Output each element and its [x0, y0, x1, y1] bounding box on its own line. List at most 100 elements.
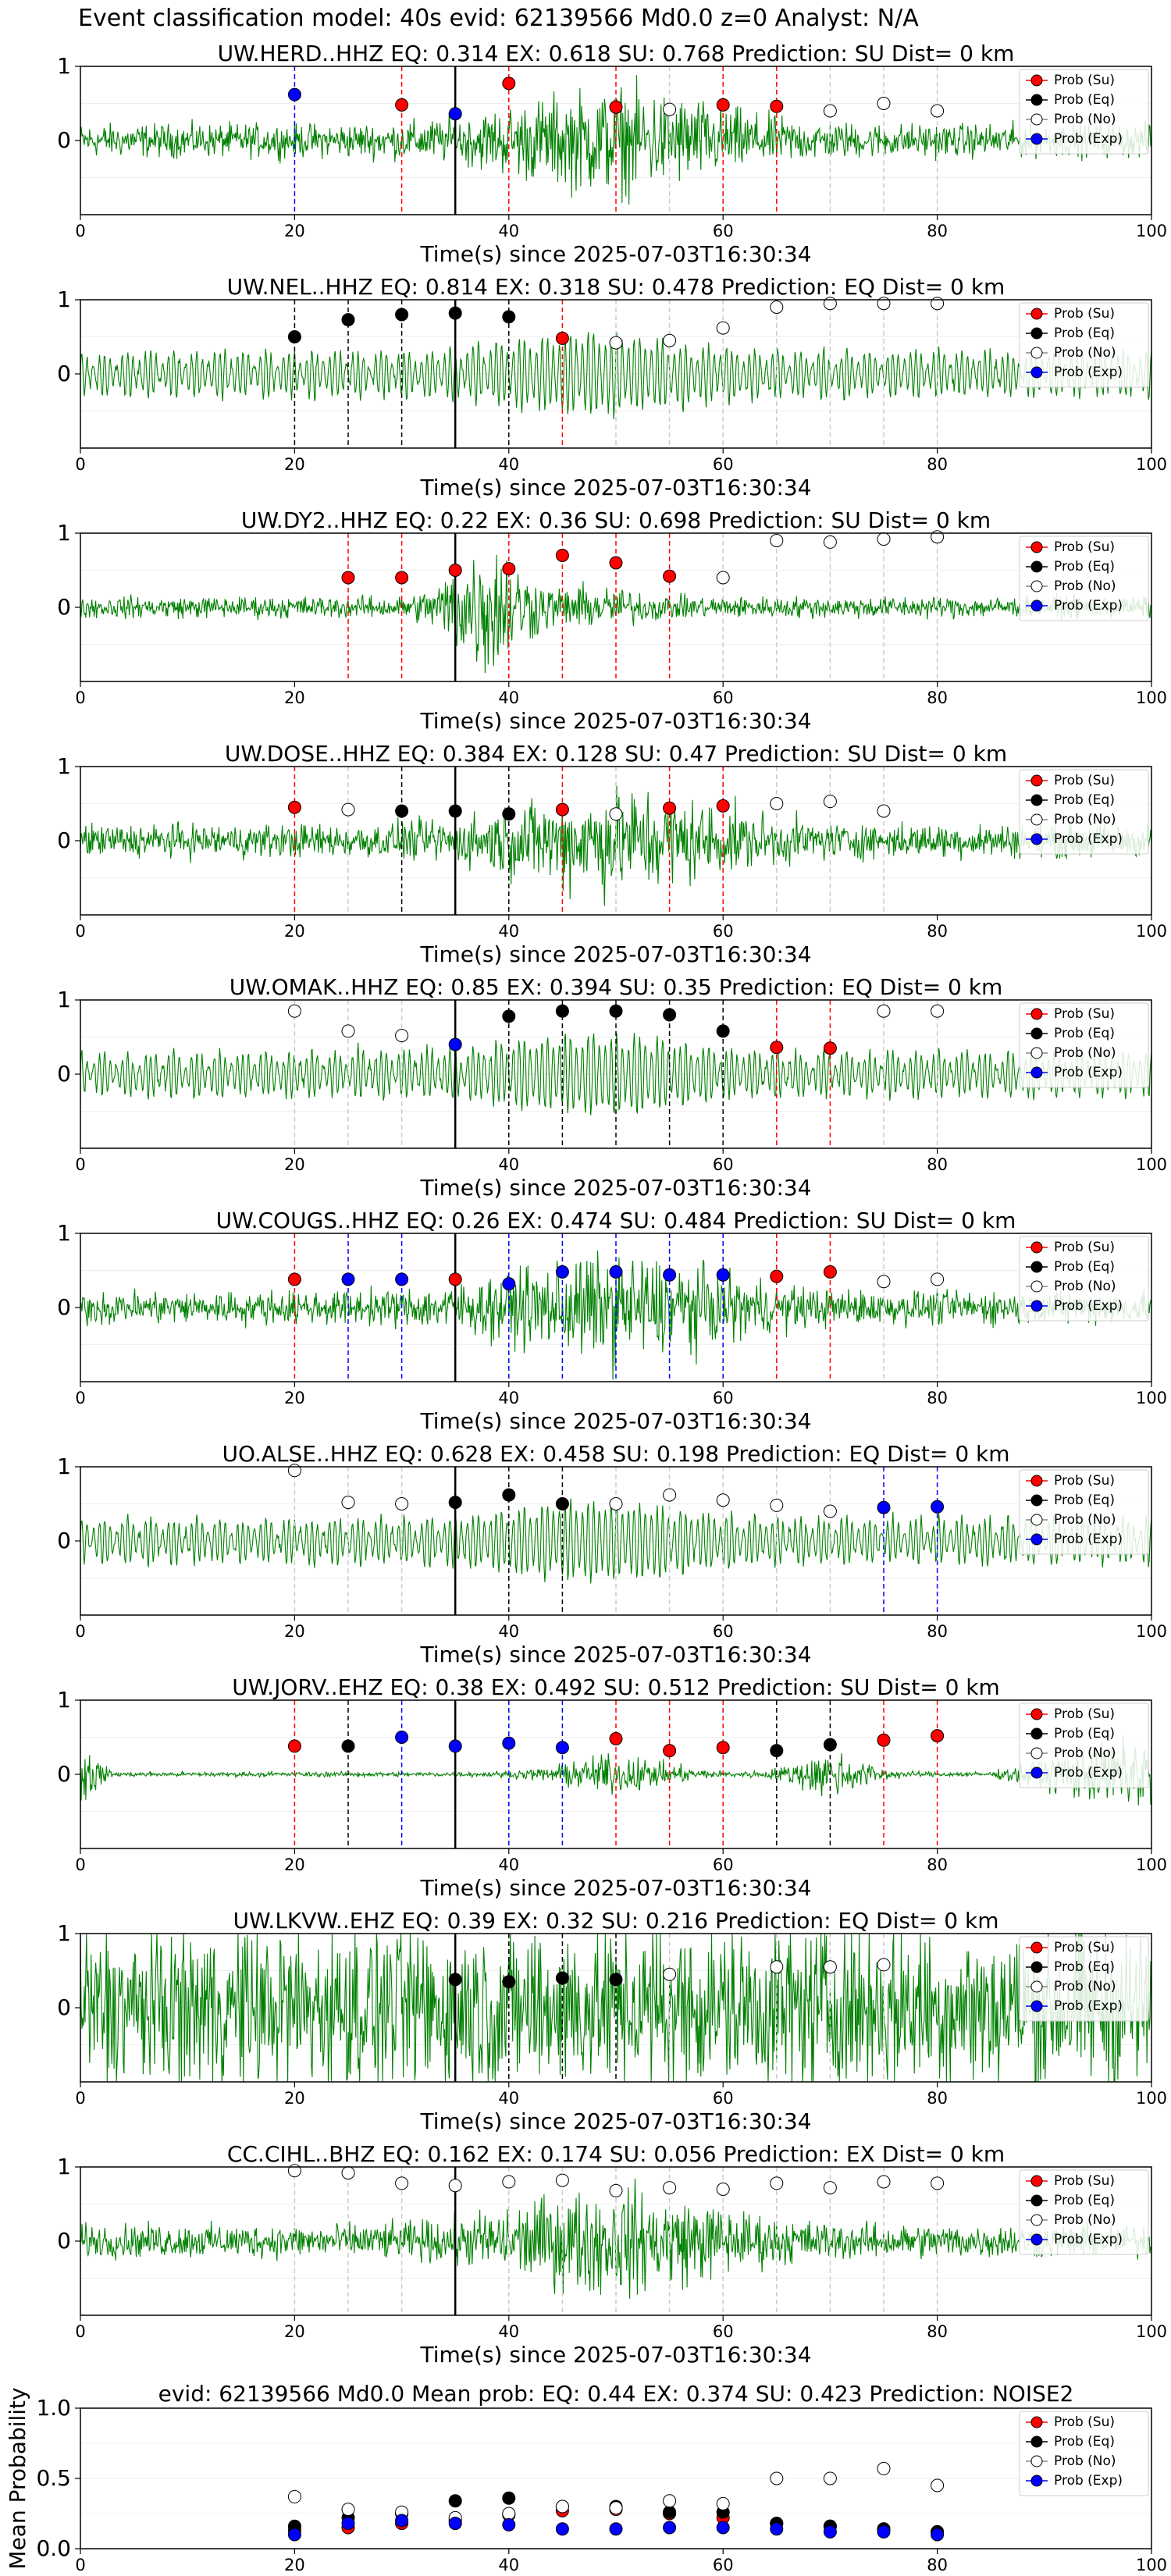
legend-label: Prob (Eq) [1054, 1959, 1115, 1975]
prob-marker-su [663, 569, 677, 583]
prob-marker-exp [931, 1500, 945, 1514]
prob-marker-no [716, 1493, 730, 1507]
legend-frame [1019, 69, 1149, 155]
legend-marker [1030, 580, 1043, 592]
prob-marker-no [823, 1504, 837, 1518]
legend-label: Prob (Exp) [1054, 598, 1123, 614]
legend-marker [1030, 74, 1043, 87]
x-tick-label: 40 [498, 2556, 519, 2574]
mean-marker-no [663, 2494, 677, 2508]
legend-marker [1030, 133, 1043, 145]
mean-marker-exp [555, 2522, 569, 2536]
prob-marker-no [877, 297, 891, 311]
legend-label: Prob (Eq) [1054, 326, 1115, 341]
x-tick-label: 60 [713, 688, 734, 707]
legend-marker [1030, 1008, 1043, 1020]
prob-marker-no [770, 534, 784, 547]
panel-title: UW.NEL..HHZ EQ: 0.814 EX: 0.318 SU: 0.47… [227, 274, 1005, 300]
legend-label: Prob (No) [1054, 345, 1116, 361]
legend-label: Prob (No) [1054, 1745, 1116, 1761]
prob-marker-eq [823, 1738, 837, 1752]
legend-marker [1030, 2435, 1043, 2448]
prob-marker-no [395, 1497, 409, 1510]
legend-label: Prob (Exp) [1054, 365, 1123, 380]
panel-title: UW.DOSE..HHZ EQ: 0.384 EX: 0.128 SU: 0.4… [225, 741, 1007, 767]
prob-marker-no [877, 804, 891, 818]
legend-marker [1030, 541, 1043, 553]
x-tick-label: 60 [713, 2089, 734, 2108]
legend-marker [1030, 94, 1043, 106]
mean-marker-exp [877, 2524, 891, 2539]
legend-label: Prob (Eq) [1054, 559, 1115, 575]
y-tick-label: 0 [57, 361, 71, 386]
x-tick-label: 40 [498, 222, 519, 240]
legend-frame [1019, 1703, 1149, 1788]
legend-label: Prob (Su) [1054, 1706, 1115, 1722]
prob-marker-su [609, 556, 623, 570]
legend-label: Prob (Su) [1054, 1473, 1115, 1489]
prob-marker-no [341, 1024, 355, 1038]
legend-marker [1030, 1066, 1043, 1079]
y-tick-label: 0.5 [36, 2465, 71, 2491]
legend-label: Prob (Eq) [1054, 2193, 1115, 2208]
mean-marker-exp [823, 2524, 837, 2539]
legend-label: Prob (Eq) [1054, 92, 1115, 108]
prob-marker-su [555, 549, 569, 562]
prob-marker-exp [555, 1265, 569, 1279]
prob-marker-eq [502, 310, 516, 324]
prob-marker-su [395, 98, 409, 112]
prob-marker-su [555, 802, 569, 817]
station-panel: UW.LKVW..EHZ EQ: 0.39 EX: 0.32 SU: 0.216… [57, 1908, 1167, 2134]
mean-marker-exp [448, 2517, 462, 2531]
prob-marker-exp [448, 1037, 462, 1051]
panel-title: UW.DY2..HHZ EQ: 0.22 EX: 0.36 SU: 0.698 … [241, 507, 991, 533]
x-tick-label: 40 [498, 2089, 519, 2108]
x-axis-label: Time(s) since 2025-07-03T16:30:34 [419, 1642, 811, 1667]
x-tick-label: 0 [75, 922, 85, 941]
prob-marker-eq [663, 1008, 677, 1022]
legend-label: Prob (Su) [1054, 539, 1115, 555]
legend-marker [1030, 1980, 1043, 1993]
legend: Prob (Su) Prob (Eq) Prob (No) Prob (Exp) [1019, 1236, 1149, 1322]
legend-frame [1019, 1936, 1149, 2022]
prob-marker-su [395, 571, 409, 585]
legend: Prob (Su) Prob (Eq) Prob (No) Prob (Exp) [1019, 2411, 1149, 2496]
prob-marker-no [770, 797, 784, 810]
legend: Prob (Su) Prob (Eq) Prob (No) Prob (Exp) [1019, 1469, 1149, 1555]
x-tick-label: 20 [284, 222, 305, 240]
seismogram-trace [80, 2178, 1152, 2299]
legend-marker [1030, 2000, 1043, 2012]
prob-marker-no [448, 2179, 462, 2193]
prob-marker-no [716, 571, 730, 585]
mean-marker-exp [663, 2521, 677, 2535]
prob-marker-no [663, 1967, 677, 1981]
prob-marker-exp [448, 107, 462, 121]
legend-marker [1030, 1514, 1043, 1526]
legend-marker [1030, 1300, 1043, 1312]
prob-marker-no [823, 297, 837, 311]
x-tick-label: 20 [284, 1856, 305, 1874]
legend-marker [1030, 833, 1043, 845]
legend-label: Prob (Su) [1054, 2173, 1115, 2189]
prob-marker-su [287, 1739, 301, 1753]
legend-label: Prob (Exp) [1054, 2232, 1123, 2247]
x-tick-label: 40 [498, 2322, 519, 2341]
prob-marker-no [931, 104, 945, 118]
y-tick-label: 0.0 [36, 2535, 71, 2561]
panel-title: evid: 62139566 Md0.0 Mean prob: EQ: 0.44… [158, 2381, 1074, 2407]
x-axis-label: Time(s) since 2025-07-03T16:30:34 [419, 1175, 811, 1201]
legend-marker [1030, 2455, 1043, 2467]
mean-marker-no [770, 2471, 784, 2485]
prob-marker-exp [609, 1265, 623, 1279]
x-tick-label: 20 [284, 688, 305, 707]
prob-marker-su [287, 1272, 301, 1286]
prob-marker-exp [448, 1739, 462, 1753]
legend-label: Prob (Su) [1054, 1006, 1115, 1022]
legend: Prob (Su) Prob (Eq) Prob (No) Prob (Exp) [1019, 535, 1149, 621]
y-tick-label: 1 [57, 1220, 71, 1246]
x-tick-label: 80 [927, 2322, 948, 2341]
legend-label: Prob (Su) [1054, 306, 1115, 322]
x-tick-label: 100 [1136, 222, 1167, 240]
legend-frame [1019, 769, 1149, 855]
legend-marker [1030, 2233, 1043, 2246]
